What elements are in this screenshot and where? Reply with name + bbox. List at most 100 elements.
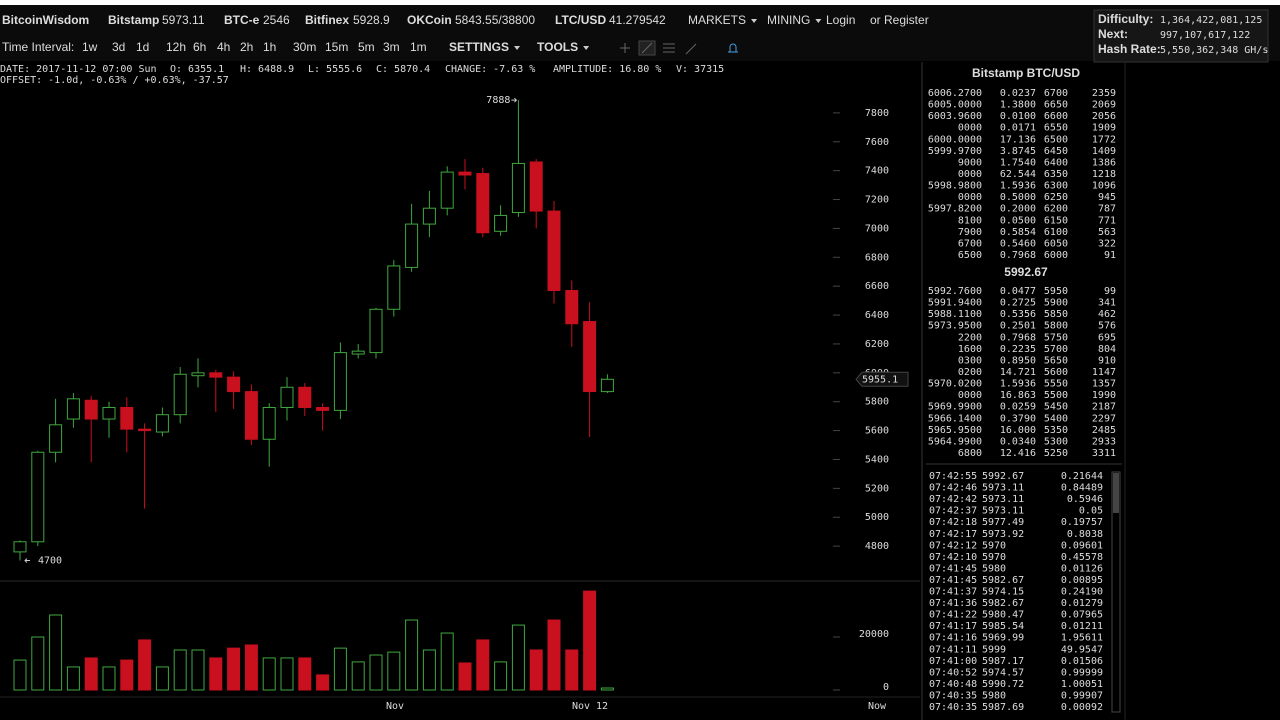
candle-body (66, 398, 80, 420)
book-cell: 6700 (958, 238, 982, 249)
candle-body (173, 373, 187, 416)
candle-body (49, 424, 63, 453)
book-cell: 0.0500 (1000, 215, 1036, 226)
interval-button[interactable]: 2h (240, 40, 253, 54)
book-cell: 2187 (1092, 402, 1116, 413)
interval-button[interactable]: 1m (410, 40, 427, 54)
volume-bar (66, 666, 80, 691)
interval-button[interactable]: 3m (383, 40, 400, 54)
interval-button[interactable]: 1d (136, 40, 149, 54)
menu[interactable]: MARKETS (688, 13, 746, 27)
book-cell: 0.5854 (1000, 227, 1036, 238)
book-cell: 0.2235 (1000, 344, 1036, 355)
interval-button[interactable]: 6h (193, 40, 206, 54)
toolbar-menu[interactable]: SETTINGS (449, 40, 509, 54)
ticker-name[interactable]: LTC/USD (555, 13, 606, 27)
trade-time: 07:41:45 (929, 575, 977, 586)
trade-time: 07:41:11 (929, 644, 977, 655)
book-cell: 5750 (1044, 332, 1068, 343)
volume-bar (84, 657, 98, 691)
logo[interactable]: BitcoinWisdom (2, 13, 89, 27)
book-cell: 5350 (1044, 425, 1068, 436)
pen-icon[interactable] (685, 43, 697, 55)
toolbar-menu[interactable]: TOOLS (537, 40, 578, 54)
y-tick-label: 6200 (865, 339, 889, 350)
interval-button[interactable]: 1w (82, 40, 98, 54)
book-cell: 16.863 (1000, 390, 1036, 401)
book-cell: 5992.7600 (928, 286, 982, 297)
candle-body (369, 308, 383, 354)
login-link[interactable]: Login (826, 13, 855, 27)
interval-button[interactable]: 15m (325, 40, 348, 54)
book-cell: 0.7968 (1000, 250, 1036, 261)
alert-icon[interactable] (728, 43, 738, 53)
crosshair-icon[interactable] (620, 43, 630, 53)
ticker-price: 41.279542 (609, 13, 666, 27)
network-value: 997,107,617,122 (1160, 30, 1250, 41)
volume-bar (298, 657, 312, 691)
scrollbar[interactable] (1111, 471, 1121, 713)
ticker-price: 5973.11 (162, 13, 205, 27)
book-cell: 1.5936 (1000, 181, 1036, 192)
book-cell: 6000 (1044, 250, 1068, 261)
book-cell: 5997.8200 (928, 204, 982, 215)
candle-body (209, 372, 223, 378)
trade-amount: 49.9547 (1061, 644, 1103, 655)
candle-body (244, 391, 258, 440)
trade-amount: 0.01279 (1061, 598, 1103, 609)
book-cell: 2200 (958, 332, 982, 343)
network-value: 5,550,362,348 GH/s (1160, 45, 1268, 56)
trade-amount: 0.24190 (1061, 587, 1103, 598)
candle-body (102, 406, 116, 420)
book-cell: 6450 (1044, 146, 1068, 157)
trade-price: 5987.17 (982, 656, 1024, 667)
ticker-name[interactable]: OKCoin (407, 13, 452, 27)
ohlc-info: CHANGE: -7.63 % (445, 64, 535, 75)
volume-bar (138, 639, 152, 691)
trade-time: 07:42:46 (929, 483, 977, 494)
trade-amount: 0.01126 (1061, 563, 1103, 574)
trade-amount: 0.01211 (1061, 621, 1103, 632)
interval-button[interactable]: 3d (112, 40, 125, 54)
trade-amount: 0.8038 (1067, 529, 1103, 540)
ticker-name[interactable]: BTC-e (224, 13, 260, 27)
interval-button[interactable]: 30m (293, 40, 316, 54)
book-cell: 0.2501 (1000, 321, 1036, 332)
book-cell: 2933 (1092, 436, 1116, 447)
book-cell: 62.544 (1000, 169, 1036, 180)
book-cell: 5250 (1044, 448, 1068, 459)
volume-bar (31, 636, 45, 691)
book-cell: 0200 (958, 367, 982, 378)
ohlc-info: O: 6355.1 (170, 64, 224, 75)
volume-bar (476, 639, 490, 691)
trade-amount: 0.21644 (1061, 471, 1103, 482)
trade-price: 5980 (982, 690, 1006, 701)
trade-amount: 0.07965 (1061, 610, 1103, 621)
book-cell: 462 (1098, 309, 1116, 320)
interval-button[interactable]: 12h (166, 40, 186, 54)
line-icon[interactable] (641, 42, 653, 54)
ticker-name[interactable]: Bitfinex (305, 13, 349, 27)
book-cell: 6150 (1044, 215, 1068, 226)
y-tick-label: 7000 (865, 223, 889, 234)
hlines-icon[interactable] (663, 43, 675, 53)
register-link[interactable]: Register (884, 13, 929, 27)
interval-button[interactable]: 4h (217, 40, 230, 54)
volume-bar (316, 674, 330, 691)
book-cell: 5991.9400 (928, 298, 982, 309)
book-cell: 6200 (1044, 204, 1068, 215)
book-cell: 5966.1400 (928, 413, 982, 424)
ohlc-info: DATE: 2017-11-12 07:00 Sun (0, 64, 157, 75)
menu[interactable]: MINING (767, 13, 810, 27)
book-cell: 0000 (958, 192, 982, 203)
book-cell: 576 (1098, 321, 1116, 332)
ticker-name[interactable]: Bitstamp (108, 13, 159, 27)
volume-bar (13, 659, 27, 691)
scroll-thumb[interactable] (1113, 473, 1119, 513)
low-marker: 4700 (38, 556, 62, 567)
interval-button[interactable]: 1h (263, 40, 276, 54)
y-tick-label: 4800 (865, 541, 889, 552)
interval-button[interactable]: 5m (358, 40, 375, 54)
book-cell: 6100 (1044, 227, 1068, 238)
book-cell: 0.0171 (1000, 123, 1036, 134)
